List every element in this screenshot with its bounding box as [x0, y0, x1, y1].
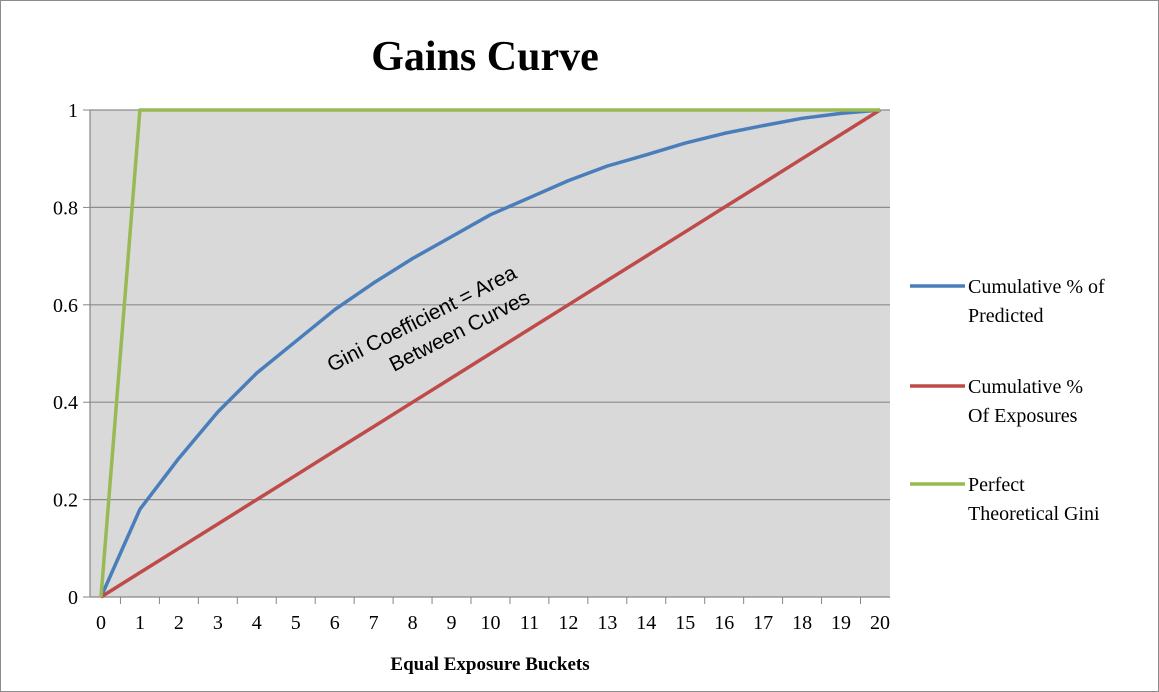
x-tick-label: 1 — [135, 612, 145, 634]
x-axis-title: Equal Exposure Buckets — [390, 654, 589, 675]
axes — [89, 110, 890, 598]
y-tick-label: 0 — [68, 587, 78, 609]
legend-label: Cumulative % of — [968, 276, 1105, 298]
x-tick-label: 17 — [753, 612, 773, 634]
legend-label: Theoretical Gini — [968, 503, 1100, 525]
legend-label: Predicted — [968, 305, 1044, 327]
x-tick-label: 18 — [792, 612, 812, 634]
y-tick-label: 0.4 — [53, 392, 78, 414]
y-tick-label: 0.8 — [53, 197, 78, 219]
x-tick-label: 16 — [714, 612, 734, 634]
y-tick-label: 0.2 — [53, 490, 78, 512]
x-tick-label: 20 — [870, 612, 890, 634]
x-tick-label: 8 — [408, 612, 418, 634]
x-tick-label: 2 — [174, 612, 184, 634]
x-tick-label: 13 — [597, 612, 617, 634]
series-lines — [99, 108, 881, 599]
x-tick-label: 10 — [481, 612, 501, 634]
series-line-1 — [99, 108, 881, 598]
x-axis-tick-labels: 0 1 2 3 4 5 6 7 8 9 10 11 12 13 14 15 16 17 18 19 20 — [96, 597, 890, 634]
y-axis-tick-labels: 0 0.2 0.4 0.6 0.8 1 — [53, 100, 78, 609]
legend-label: Cumulative % — [968, 376, 1083, 398]
x-tick-label: 5 — [291, 612, 301, 634]
series-line-3 — [99, 108, 880, 598]
chart-title: Gains Curve — [371, 34, 599, 80]
series-line-2 — [100, 108, 881, 599]
x-tick-label: 7 — [369, 612, 379, 634]
x-tick-label: 9 — [447, 612, 457, 634]
x-tick-label: 14 — [636, 612, 656, 634]
legend-label: Perfect — [968, 474, 1025, 496]
x-tick-label: 19 — [831, 612, 851, 634]
x-tick-label: 3 — [213, 612, 223, 634]
x-tick-label: 4 — [252, 612, 262, 634]
x-tick-label: 12 — [558, 612, 578, 634]
x-tick-label: 6 — [330, 612, 340, 634]
legend: Cumulative % of Predicted Cumulative % Of E… — [910, 276, 1105, 525]
y-tick-label: 0.6 — [53, 295, 78, 317]
legend-label: Of Exposures — [968, 405, 1078, 427]
y-tick-label: 1 — [68, 100, 78, 122]
x-tick-label: 11 — [520, 612, 539, 634]
x-tick-label: 15 — [675, 612, 695, 634]
x-tick-label: 0 — [96, 612, 106, 634]
